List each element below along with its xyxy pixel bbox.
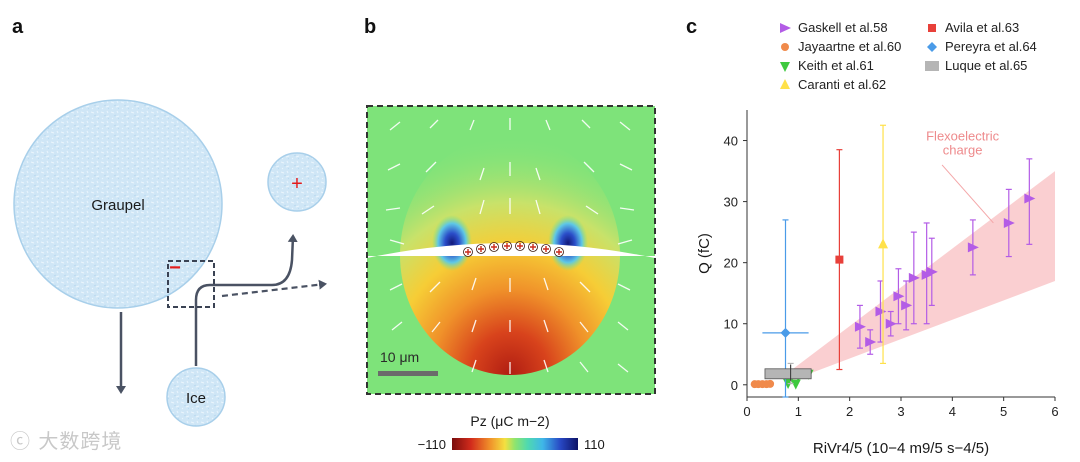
legend-label-1: Jayaartne et al.60 xyxy=(798,39,901,54)
y-tick-label: 0 xyxy=(731,378,738,393)
scale-bar xyxy=(378,371,438,376)
polarization-arrows-top xyxy=(385,118,635,245)
legend-marker-2 xyxy=(780,62,790,72)
band-label-line-2: charge xyxy=(943,143,983,158)
field-frame xyxy=(366,105,656,395)
data-point-0 xyxy=(875,306,887,317)
y-tick-label: 40 xyxy=(724,134,738,149)
y-axis-label: Q (fC) xyxy=(696,233,713,274)
zoom-arrow xyxy=(221,279,327,298)
data-point-0 xyxy=(1003,217,1015,228)
x-tick-label: 6 xyxy=(1051,404,1058,419)
data-point-0 xyxy=(885,318,897,329)
panel-a-diagram: Graupel Ice − + xyxy=(13,99,327,427)
panel-label-a: a xyxy=(12,16,24,38)
x-tick-label: 5 xyxy=(1000,404,1007,419)
data-point-5 xyxy=(780,327,791,338)
luque-range-box xyxy=(764,368,812,380)
positive-charge-sign: + xyxy=(291,173,303,195)
negative-charge-sign: − xyxy=(169,257,181,279)
legend-marker-4 xyxy=(928,24,936,32)
legend-label-0: Gaskell et al.58 xyxy=(798,20,888,35)
legend-label-5: Pereyra et al.64 xyxy=(945,39,1037,54)
data-point-1 xyxy=(766,379,775,388)
data-point-0 xyxy=(967,242,979,253)
x-axis-label: RiVr4/5 (10−4 m9/5 s−4/5) xyxy=(813,440,989,457)
graupel-particle xyxy=(13,99,223,309)
x-tick-label: 4 xyxy=(949,404,956,419)
panel-label-b: b xyxy=(364,16,377,38)
data-point-0 xyxy=(865,337,877,348)
ice-particle xyxy=(166,367,226,427)
chart-legend: Gaskell et al.58 Jayaartne et al.60 Keith … xyxy=(780,20,1037,92)
y-tick-label: 30 xyxy=(724,195,738,210)
y-tick-label: 10 xyxy=(724,317,738,332)
ice-trajectory-arrow xyxy=(194,234,298,366)
legend-marker-0 xyxy=(780,23,791,33)
panel-b-field-map: 10 μm Pz (μC m−2) −110 110 xyxy=(366,105,656,452)
legend-label-2: Keith et al.61 xyxy=(798,58,874,73)
contact-gap xyxy=(367,243,655,258)
colorbar xyxy=(452,438,578,450)
x-tick-label: 2 xyxy=(846,404,853,419)
panel-label-c: c xyxy=(686,16,698,38)
data-point-0 xyxy=(908,272,920,283)
colorbar-title: Pz (μC m−2) xyxy=(470,413,549,429)
graupel-label: Graupel xyxy=(91,197,144,214)
data-point-0 xyxy=(926,266,938,277)
watermark: ⓒ 大数跨境 xyxy=(10,429,123,453)
flexoelectric-band xyxy=(788,171,1055,382)
legend-label-6: Luque et al.65 xyxy=(945,58,1027,73)
y-tick-label: 20 xyxy=(724,256,738,271)
ice-label: Ice xyxy=(186,390,206,407)
x-tick-label: 0 xyxy=(743,404,750,419)
x-tick-label: 1 xyxy=(795,404,802,419)
polarization-arrows-bottom xyxy=(389,277,631,374)
legend-label-4: Avila et al.63 xyxy=(945,20,1019,35)
legend-label-3: Caranti et al.62 xyxy=(798,77,886,92)
panel-c-chart: Gaskell et al.58 Jayaartne et al.60 Keith … xyxy=(696,20,1059,457)
colorbar-min: −110 xyxy=(418,437,446,452)
charged-ice-particle xyxy=(267,152,327,212)
scale-label: 10 μm xyxy=(380,349,419,365)
data-point-4 xyxy=(835,255,844,264)
data-point-2 xyxy=(790,379,801,390)
data-point-0 xyxy=(854,321,866,332)
data-point-0 xyxy=(1024,193,1036,204)
data-point-0 xyxy=(901,300,913,311)
legend-marker-3 xyxy=(780,79,790,89)
surface-positive-charges xyxy=(463,241,564,257)
legend-marker-1 xyxy=(781,43,789,51)
legend-marker-5 xyxy=(927,42,937,52)
x-tick-label: 3 xyxy=(897,404,904,419)
negative-polarization-left xyxy=(432,215,472,271)
data-point-3 xyxy=(878,238,889,249)
zoom-box xyxy=(167,260,215,308)
band-label-line-1: Flexoelectric xyxy=(926,129,999,144)
negative-polarization-right xyxy=(548,215,588,271)
band-label-leader xyxy=(941,164,994,224)
colorbar-max: 110 xyxy=(584,437,605,452)
data-point-0 xyxy=(893,291,905,302)
legend-marker-6 xyxy=(925,61,939,71)
